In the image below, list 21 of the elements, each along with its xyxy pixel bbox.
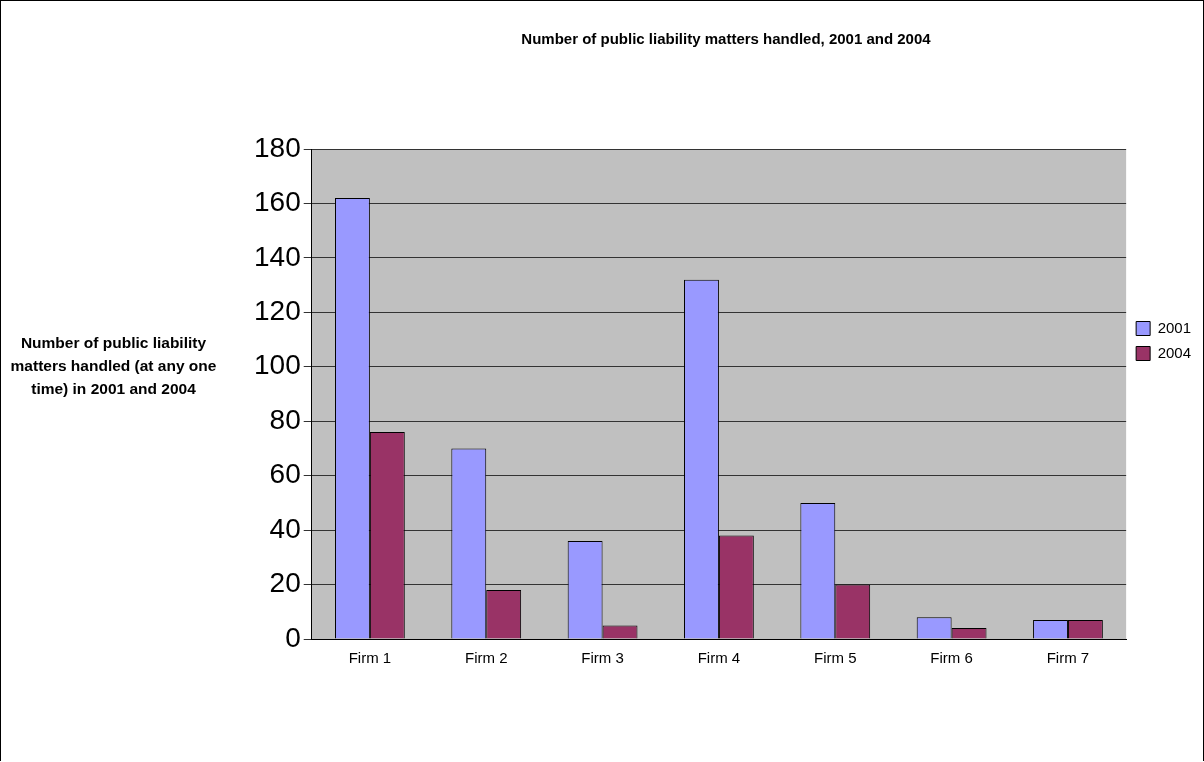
legend-label: 2004 <box>1157 343 1192 361</box>
y-axis-title: Number of public liability matters handled (at any one time) in 2001 and 2004 <box>9 333 218 399</box>
y-tick-label: 0 <box>285 621 301 653</box>
y-tick-label: 60 <box>269 458 301 490</box>
x-tick-label: Firm 3 <box>581 649 624 667</box>
legend-label: 2001 <box>1157 318 1192 336</box>
y-tick-label: 180 <box>254 131 301 163</box>
x-tick-label: Firm 1 <box>348 649 392 667</box>
y-tick-label: 120 <box>254 295 301 327</box>
x-tick-label: Firm 7 <box>1046 649 1090 667</box>
y-tick-label: 40 <box>269 512 301 544</box>
y-tick-label: 20 <box>269 567 301 599</box>
y-tick-label: 140 <box>254 240 301 272</box>
x-tick-label: Firm 6 <box>930 649 973 667</box>
x-tick-label: Firm 5 <box>814 649 857 667</box>
y-tick-label: 80 <box>269 403 301 435</box>
chart-title: Number of public liability matters handled, 2001 and 2004 <box>521 30 932 48</box>
x-tick-label: Firm 4 <box>697 649 741 667</box>
x-tick-label: Firm 2 <box>464 649 508 667</box>
y-tick-label: 160 <box>254 186 301 218</box>
y-tick-label: 100 <box>254 349 301 381</box>
